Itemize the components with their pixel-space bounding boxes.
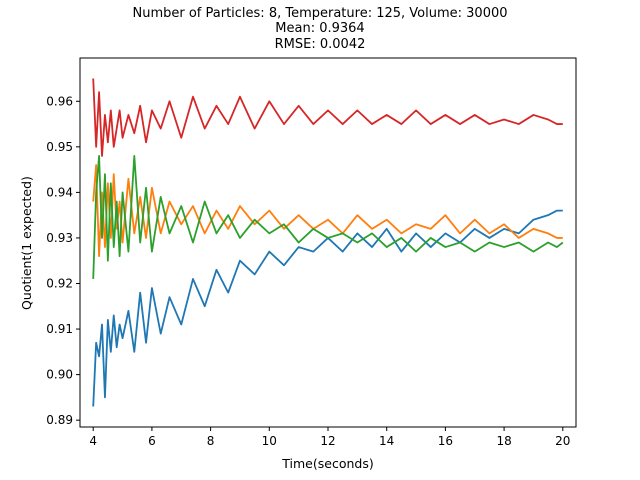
chart-title-line-3: RMSE: 0.0042: [275, 37, 366, 52]
y-tick-label: 0.92: [46, 277, 73, 291]
x-tick-label: 6: [148, 434, 156, 448]
x-axis-ticks: 4 6 8 10 12 14 16 18 20: [89, 427, 570, 448]
y-tick-label: 0.95: [46, 140, 73, 154]
x-tick-label: 18: [496, 434, 511, 448]
plot-lines: [92, 78, 564, 407]
y-tick-label: 0.94: [46, 185, 73, 199]
chart-title-line-2: Mean: 0.9364: [275, 21, 364, 36]
x-axis-label: Time(seconds): [281, 456, 373, 471]
chart-title-line-1: Number of Particles: 8, Temperature: 125…: [132, 6, 507, 21]
x-tick-label: 8: [207, 434, 215, 448]
plot-frame: [79, 57, 577, 428]
x-tick-label: 4: [89, 434, 97, 448]
x-tick-label: 20: [555, 434, 570, 448]
y-tick-label: 0.89: [46, 413, 73, 427]
x-tick-label: 10: [262, 434, 277, 448]
x-tick-label: 12: [320, 434, 335, 448]
y-tick-label: 0.93: [46, 231, 73, 245]
y-axis-label: Quotient(1 expected): [19, 176, 34, 310]
series-line-4: [92, 78, 563, 157]
y-tick-label: 0.90: [46, 368, 73, 382]
y-tick-label: 0.91: [46, 322, 73, 336]
y-tick-label: 0.96: [46, 94, 73, 108]
series-line-3: [92, 155, 564, 279]
y-axis-ticks: 0.89 0.90 0.91 0.92 0.93 0.94 0.95 0.96: [46, 94, 80, 427]
x-tick-label: 16: [438, 434, 453, 448]
series-line-1: [92, 209, 563, 407]
x-tick-label: 14: [379, 434, 394, 448]
